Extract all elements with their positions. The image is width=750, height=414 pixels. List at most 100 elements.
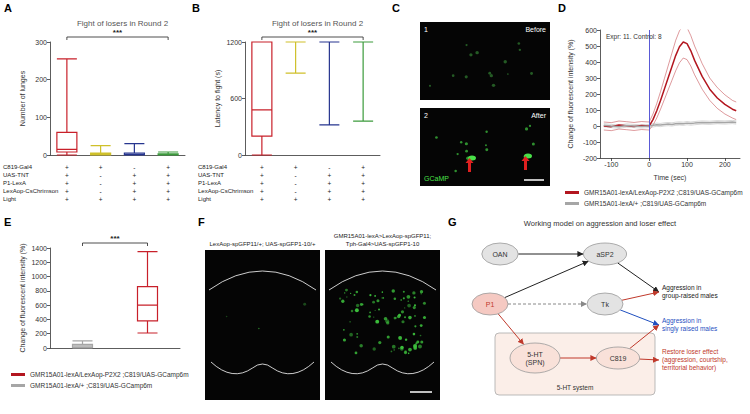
svg-text:1200: 1200 bbox=[31, 259, 47, 266]
svg-text:5-HT: 5-HT bbox=[527, 351, 543, 358]
svg-text:+: + bbox=[65, 188, 69, 195]
svg-text:+: + bbox=[361, 196, 365, 203]
svg-text:+: + bbox=[294, 196, 298, 203]
svg-text:UAS-TNT: UAS-TNT bbox=[3, 172, 29, 178]
svg-text:+: + bbox=[166, 172, 170, 179]
svg-text:group-raised males: group-raised males bbox=[662, 292, 718, 300]
svg-text:+: + bbox=[65, 172, 69, 179]
svg-text:200: 200 bbox=[719, 161, 731, 168]
svg-text:(aggression, courtship,: (aggression, courtship, bbox=[662, 356, 728, 364]
svg-text:+: + bbox=[327, 172, 331, 179]
svg-text:+: + bbox=[361, 172, 365, 179]
svg-text:GMR15A01-lexA/+ ;C819/UAS-GCam: GMR15A01-lexA/+ ;C819/UAS-GCamp6m bbox=[30, 382, 152, 390]
svg-text:+: + bbox=[361, 164, 365, 171]
svg-text:Tk: Tk bbox=[601, 301, 609, 308]
svg-text:Aggression in: Aggression in bbox=[662, 284, 702, 292]
svg-text:OAN: OAN bbox=[492, 251, 507, 258]
svg-text:300: 300 bbox=[585, 75, 597, 82]
svg-text:100: 100 bbox=[35, 114, 47, 121]
svg-text:GCaMP: GCaMP bbox=[424, 175, 449, 182]
svg-text:+: + bbox=[166, 188, 170, 195]
svg-text:1000: 1000 bbox=[31, 273, 47, 280]
svg-text:LexAop-CsChrimson: LexAop-CsChrimson bbox=[198, 188, 253, 194]
svg-text:200: 200 bbox=[35, 76, 47, 83]
svg-text:300: 300 bbox=[35, 39, 47, 46]
svg-text:+: + bbox=[65, 180, 69, 187]
svg-text:Light: Light bbox=[3, 196, 16, 202]
svg-text:Aggression in: Aggression in bbox=[662, 317, 702, 325]
svg-text:Before: Before bbox=[525, 26, 546, 33]
svg-text:P1: P1 bbox=[486, 301, 495, 308]
svg-text:0: 0 bbox=[43, 345, 47, 352]
svg-text:-: - bbox=[100, 180, 102, 187]
svg-text:P1-LexA: P1-LexA bbox=[198, 180, 221, 186]
svg-text:(SPN): (SPN) bbox=[525, 359, 544, 367]
svg-text:Working model on aggression an: Working model on aggression and loser ef… bbox=[524, 219, 677, 228]
svg-text:-200: -200 bbox=[583, 155, 597, 162]
svg-text:+: + bbox=[260, 164, 264, 171]
svg-text:0: 0 bbox=[43, 152, 47, 159]
svg-text:0: 0 bbox=[647, 161, 651, 168]
svg-text:Fight of losers in Round 2: Fight of losers in Round 2 bbox=[272, 19, 364, 28]
svg-text:0: 0 bbox=[238, 152, 242, 159]
svg-text:+: + bbox=[99, 164, 103, 171]
svg-text:LexAop-spGFP11/+; UAS-spGFP1-1: LexAop-spGFP11/+; UAS-spGFP1-10/+ bbox=[210, 241, 316, 247]
svg-text:400: 400 bbox=[585, 59, 597, 66]
svg-text:-: - bbox=[100, 172, 102, 179]
svg-text:1: 1 bbox=[424, 26, 428, 33]
svg-text:C819-Gal4: C819-Gal4 bbox=[3, 164, 33, 170]
svg-text:-100: -100 bbox=[604, 161, 618, 168]
svg-text:Tph-Gal4>UAS-spGFP1-10: Tph-Gal4>UAS-spGFP1-10 bbox=[346, 241, 420, 247]
svg-text:singly raised males: singly raised males bbox=[662, 325, 718, 333]
svg-text:5-HT system: 5-HT system bbox=[557, 384, 594, 392]
svg-text:+: + bbox=[166, 196, 170, 203]
svg-text:1200: 1200 bbox=[226, 39, 242, 46]
svg-text:+: + bbox=[65, 196, 69, 203]
svg-text:Expr: 11. Control: 8: Expr: 11. Control: 8 bbox=[606, 33, 662, 41]
svg-text:Restore loser effect: Restore loser effect bbox=[662, 348, 718, 355]
svg-text:GMR15A01-lexA/LexAop-P2X2 ;C81: GMR15A01-lexA/LexAop-P2X2 ;C819/UAS-GCam… bbox=[584, 189, 743, 197]
svg-text:+: + bbox=[260, 180, 264, 187]
svg-text:-100: -100 bbox=[583, 139, 597, 146]
svg-text:-: - bbox=[295, 180, 297, 187]
svg-text:UAS-TNT: UAS-TNT bbox=[198, 172, 224, 178]
svg-text:2: 2 bbox=[424, 112, 428, 119]
svg-text:territorial behavior): territorial behavior) bbox=[662, 364, 716, 372]
svg-text:Number of lunges: Number of lunges bbox=[19, 70, 27, 126]
svg-text:+: + bbox=[65, 164, 69, 171]
svg-text:+: + bbox=[327, 188, 331, 195]
svg-text:***: *** bbox=[113, 28, 123, 37]
svg-text:After: After bbox=[531, 112, 546, 119]
svg-text:+: + bbox=[361, 180, 365, 187]
svg-text:Time (sec): Time (sec) bbox=[654, 174, 687, 182]
svg-text:F: F bbox=[198, 216, 205, 228]
svg-text:-: - bbox=[328, 164, 330, 171]
svg-text:C819-Gal4: C819-Gal4 bbox=[198, 164, 228, 170]
svg-text:aSP2: aSP2 bbox=[596, 251, 613, 258]
svg-text:+: + bbox=[294, 164, 298, 171]
svg-text:1400: 1400 bbox=[31, 245, 47, 252]
svg-text:C819: C819 bbox=[610, 355, 627, 362]
svg-text:100: 100 bbox=[681, 161, 693, 168]
svg-text:Fight of losers in Round 2: Fight of losers in Round 2 bbox=[77, 19, 169, 28]
svg-text:A: A bbox=[4, 2, 12, 14]
svg-text:+: + bbox=[99, 196, 103, 203]
svg-text:600: 600 bbox=[230, 95, 242, 102]
svg-text:100: 100 bbox=[585, 107, 597, 114]
svg-text:-: - bbox=[295, 172, 297, 179]
svg-text:-: - bbox=[133, 164, 135, 171]
svg-text:+: + bbox=[166, 180, 170, 187]
svg-text:GMR15A01-lexA/+ ;C819/UAS-GCam: GMR15A01-lexA/+ ;C819/UAS-GCamp6m bbox=[584, 200, 706, 208]
svg-text:***: *** bbox=[110, 234, 120, 243]
svg-text:600: 600 bbox=[585, 27, 597, 34]
svg-text:***: *** bbox=[308, 28, 318, 37]
svg-text:D: D bbox=[558, 2, 566, 14]
svg-text:200: 200 bbox=[35, 330, 47, 337]
svg-text:LexAop-CsChrimson: LexAop-CsChrimson bbox=[3, 188, 58, 194]
svg-text:+: + bbox=[166, 164, 170, 171]
svg-text:400: 400 bbox=[35, 316, 47, 323]
svg-text:+: + bbox=[132, 188, 136, 195]
svg-text:+: + bbox=[361, 188, 365, 195]
svg-text:Change of fluorescent intensit: Change of fluorescent intensity (%) bbox=[567, 40, 575, 149]
svg-text:GMR15A01-lexA>LexAop-spGFP11;: GMR15A01-lexA>LexAop-spGFP11; bbox=[334, 233, 432, 239]
